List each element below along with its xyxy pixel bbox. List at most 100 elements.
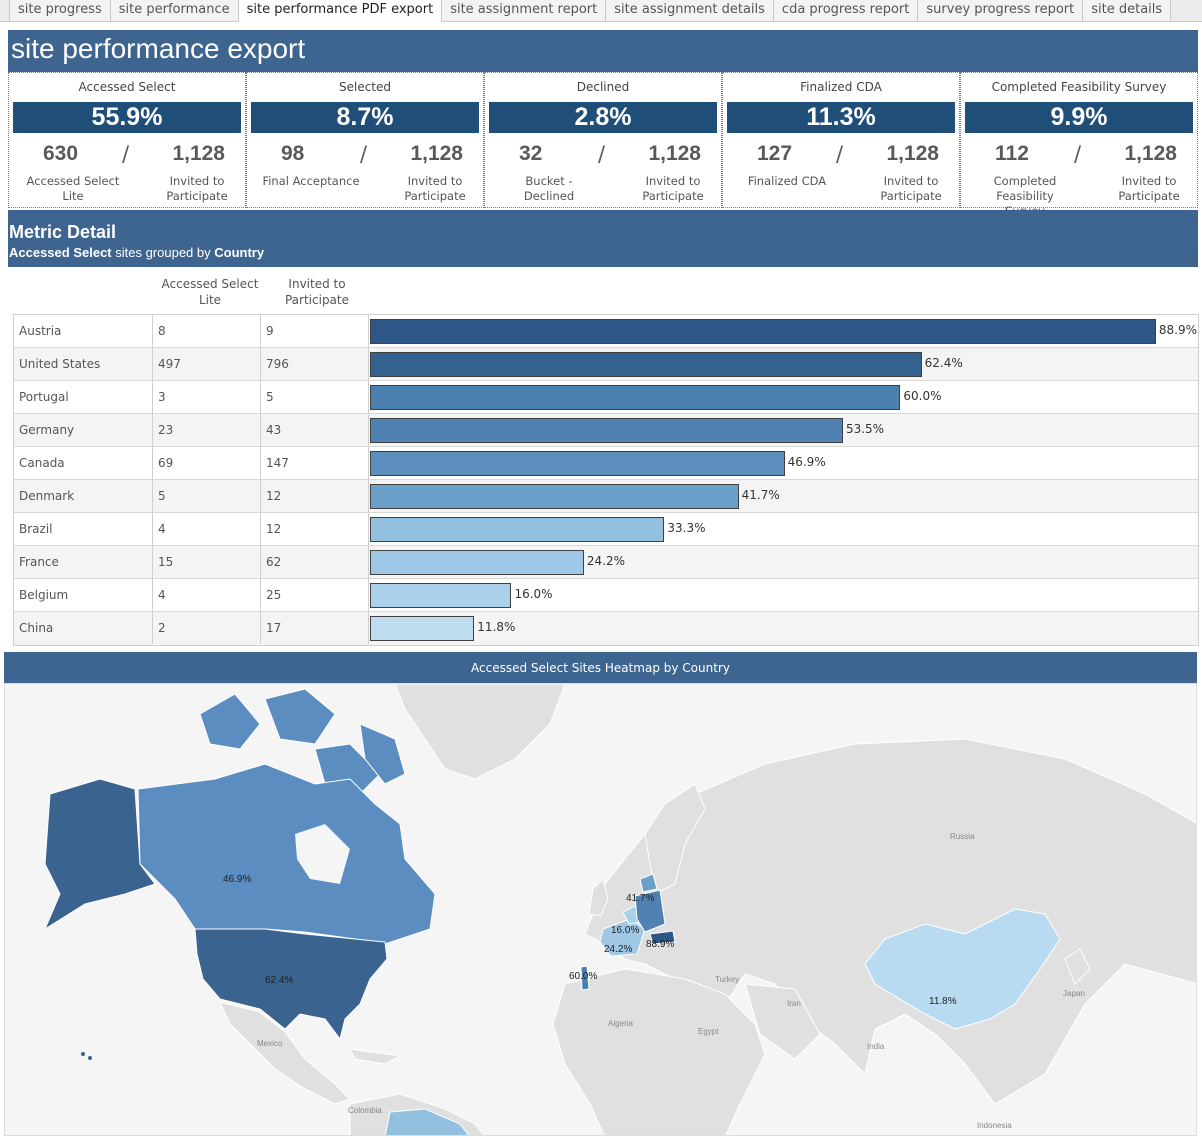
kpi-percentage: 55.9% [13,102,241,133]
kpi-percentage: 11.3% [727,102,955,133]
land-hawaii-1 [81,1052,85,1056]
kpi-denominator-label: Invited to Participate [642,174,704,203]
invited-cell: 25 [261,579,369,611]
kpi-denominator: 1,128 [172,142,225,165]
kpi-percentage: 2.8% [489,102,717,133]
country-cell: Brazil [14,513,153,545]
dashboard-header: site performance export [8,30,1198,72]
invited-cell: 12 [261,513,369,545]
land-germany [634,889,666,933]
kpi-title: Selected [338,80,392,94]
tab-site-performance[interactable]: site performance [110,0,239,21]
kpi-numerator-label: Final Acceptance [262,174,360,188]
land-brazil [384,1108,470,1135]
metric-subtitle-measure: Accessed Select [9,245,112,260]
bar-mark[interactable] [370,583,512,608]
tab-site-details[interactable]: site details [1083,0,1172,21]
bar-mark[interactable] [370,385,901,410]
land-eurasia [584,738,1196,1105]
tab-survey-progress-report[interactable]: survey progress report [918,0,1084,21]
kpi-accessed-select: Accessed Select 55.9% 630 / 1,128 Accessed Se… [8,72,246,208]
invited-cell: 5 [261,381,369,413]
land-greenland [394,684,566,780]
table-row: Germany 23 43 53.5% [14,414,1198,447]
bar-mark[interactable] [370,616,475,641]
kpi-title: Completed Feasibility Survey [991,80,1167,94]
bar-value-label: 16.0% [514,587,553,601]
land-canada [137,763,436,945]
country-cell: Austria [14,315,153,347]
invited-cell: 62 [261,546,369,578]
invited-cell: 147 [261,447,369,479]
country-cell: United States [14,348,153,380]
map-svg: Russia Turkey Iran Algeria Egypt India J… [5,684,1196,1135]
tab-site-assignment-report[interactable]: site assignment report [442,0,607,21]
map-label-portugal: 60.0% [569,971,597,982]
tab-site-assignment-details[interactable]: site assignment details [606,0,774,21]
table-row: China 2 17 11.8% [14,612,1198,645]
land-arctic-islands-4 [359,723,406,785]
table-row: Belgium 4 25 16.0% [14,579,1198,612]
place-label-iran: Iran [787,999,801,1008]
kpi-denominator: 1,128 [648,142,701,165]
land-uk [588,878,609,917]
metric-subtitle-text: sites grouped by [111,245,215,260]
kpi-numerator-label: Finalized CDA [747,174,827,188]
bar-value-label: 46.9% [787,455,826,469]
kpi-numerator: 98 [281,142,305,165]
column-header-accessed-select-lite: Accessed Select Lite [161,277,259,307]
kpi-declined: Declined 2.8% 32 / 1,128 Bucket - Declined Inv… [484,72,722,208]
invited-cell: 43 [261,414,369,446]
land-portugal [580,965,590,991]
kpi-denominator: 1,128 [1124,142,1177,165]
column-header-invited: Invited to Participate [284,277,349,307]
bar-mark[interactable] [370,352,922,377]
bar-value-label: 62.4% [924,356,963,370]
kpi-numerator: 630 [43,142,79,165]
kpi-title: Declined [576,80,630,94]
bar-mark[interactable] [370,451,785,476]
land-denmark [639,873,658,893]
map-label-china: 11.8% [929,996,957,1007]
land-hawaii-2 [88,1056,92,1060]
table-row: Denmark 5 12 41.7% [14,480,1198,513]
country-cell: Canada [14,447,153,479]
land-cuba [349,1048,402,1065]
land-japan [1064,948,1091,985]
kpi-denominator-label: Invited to Participate [1118,174,1180,203]
kpi-title: Accessed Select [78,80,176,94]
land-arctic-islands-2 [199,693,261,750]
kpi-slash: / [122,142,130,166]
country-cell: Portugal [14,381,153,413]
bar-mark[interactable] [370,517,665,542]
country-cell: China [14,612,153,644]
bar-value-label: 53.5% [845,422,885,436]
map-label-denmark: 41.7% [626,893,654,904]
accessed-select-lite-cell: 4 [153,513,261,545]
place-label-mexico: Mexico [257,1039,283,1048]
invited-cell: 796 [261,348,369,380]
bar-mark[interactable] [370,550,584,575]
land-africa [552,968,766,1135]
bar-mark[interactable] [370,418,843,443]
map-title: Accessed Select Sites Heatmap by Country [471,661,730,675]
tab-site-progress[interactable]: site progress [9,0,111,21]
kpi-denominator-label: Invited to Participate [404,174,466,203]
accessed-select-lite-cell: 3 [153,381,261,413]
bar-value-label: 33.3% [667,521,706,535]
map-label-france: 24.2% [604,944,632,955]
tab-cda-progress-report[interactable]: cda progress report [773,0,919,21]
country-heatmap[interactable]: Russia Turkey Iran Algeria Egypt India J… [4,683,1197,1136]
place-label-russia: Russia [950,832,975,841]
country-cell: France [14,546,153,578]
place-label-turkey: Turkey [715,975,739,984]
land-arctic-islands-1 [264,688,336,745]
tab-site-performance-PDF-export[interactable]: site performance PDF export [238,0,443,22]
invited-cell: 17 [261,612,369,644]
kpi-numerator-label: Bucket - Declined [523,174,575,203]
bar-mark[interactable] [370,484,739,509]
place-label-indonesia: Indonesia [977,1121,1012,1130]
bar-mark[interactable] [370,319,1156,344]
country-cell: Denmark [14,480,153,512]
accessed-select-lite-cell: 23 [153,414,261,446]
